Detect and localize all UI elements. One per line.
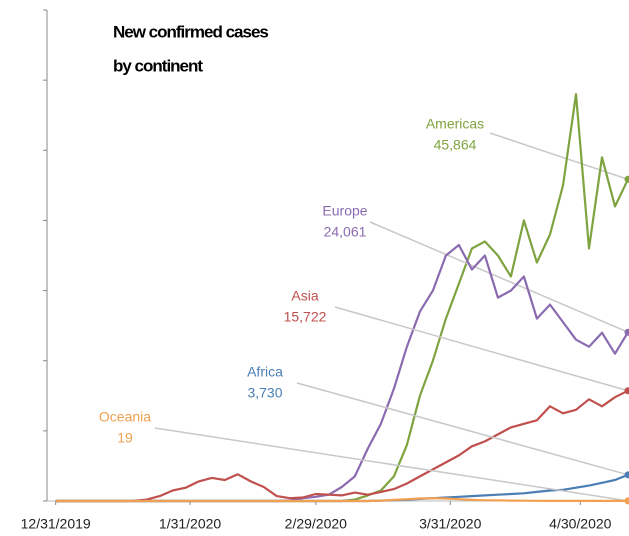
- series-line: [55, 497, 628, 503]
- series-name: Asia: [291, 288, 318, 304]
- leader-line: [296, 382, 629, 476]
- end-point: [624, 175, 629, 183]
- x-tick-label: 12/31/2019: [21, 516, 91, 532]
- chart-title: by continent: [113, 56, 203, 75]
- leader-line: [489, 132, 629, 181]
- series-name: Europe: [322, 203, 367, 219]
- x-tick-label: 2/29/2020: [285, 516, 347, 532]
- series-end-label: 19: [117, 430, 133, 446]
- series-line: [55, 389, 629, 503]
- series-line: [55, 93, 629, 503]
- leader-line: [154, 427, 629, 502]
- leader-line: [369, 221, 629, 333]
- series-end-label: 24,061: [324, 224, 367, 240]
- series-name: Africa: [247, 364, 283, 380]
- series-end-label: 15,722: [284, 309, 327, 325]
- series-line: [55, 243, 629, 503]
- x-tick-label: 1/31/2020: [159, 516, 221, 532]
- series-end-label: 3,730: [247, 385, 282, 401]
- end-point: [624, 471, 629, 479]
- end-point: [624, 497, 629, 505]
- series-name: Americas: [426, 116, 484, 132]
- x-tick-label: 3/31/2020: [419, 516, 481, 532]
- x-tick-label: 4/30/2020: [549, 516, 611, 532]
- series-end-label: 45,864: [434, 137, 477, 153]
- chart-title: New confirmed cases: [113, 22, 268, 41]
- series-name: Oceania: [99, 409, 151, 425]
- leader-line: [334, 306, 629, 392]
- end-point: [624, 328, 629, 336]
- end-point: [624, 387, 629, 395]
